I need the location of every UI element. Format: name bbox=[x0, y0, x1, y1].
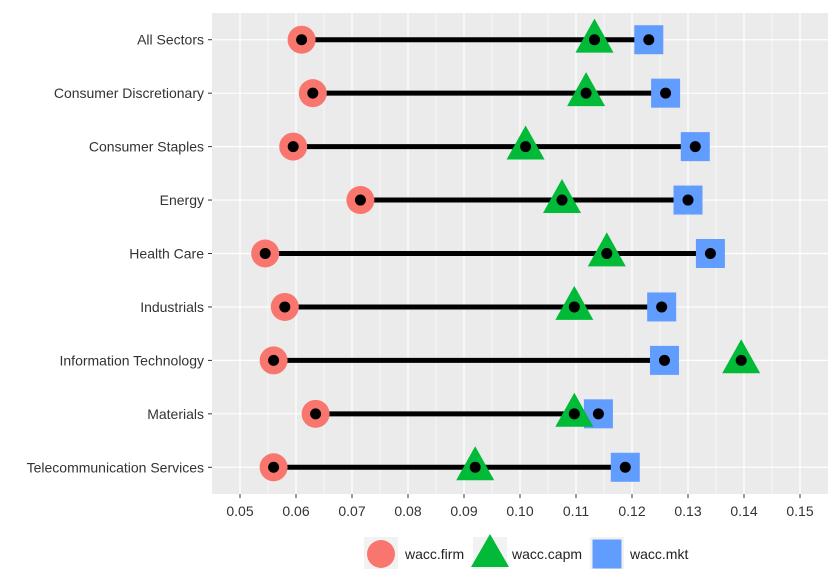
value-dot bbox=[268, 354, 280, 366]
legend-label: wacc.capm bbox=[511, 546, 582, 562]
chart-marks bbox=[251, 18, 761, 482]
x-tick-label: 0.08 bbox=[394, 503, 421, 519]
y-tick-label: Industrials bbox=[140, 299, 204, 315]
legend-key-square bbox=[592, 539, 622, 569]
value-dot bbox=[307, 87, 319, 99]
value-dot bbox=[658, 354, 670, 366]
y-tick-label: Telecommunication Services bbox=[27, 459, 204, 475]
value-dot bbox=[660, 87, 672, 99]
x-tick-label: 0.05 bbox=[226, 503, 253, 519]
value-dot bbox=[601, 248, 613, 259]
legend-label: wacc.firm bbox=[404, 546, 464, 562]
x-axis-labels: 0.05 0.06 0.07 0.08 0.09 0.10 0.11 0.12 0.13 0.14… bbox=[226, 494, 814, 519]
value-dot bbox=[279, 301, 291, 313]
value-dot bbox=[568, 301, 580, 313]
value-dot bbox=[682, 194, 694, 206]
value-dot bbox=[580, 87, 592, 99]
x-tick-label: 0.09 bbox=[450, 503, 477, 519]
y-tick-label: Consumer Staples bbox=[89, 139, 204, 155]
value-dot bbox=[259, 248, 271, 259]
x-tick-label: 0.10 bbox=[506, 503, 533, 519]
x-tick-label: 0.12 bbox=[618, 503, 645, 519]
x-tick-label: 0.07 bbox=[338, 503, 365, 519]
value-dot bbox=[592, 408, 604, 420]
x-tick-label: 0.15 bbox=[786, 503, 813, 519]
value-dot bbox=[588, 34, 600, 46]
y-axis-labels: All Sectors Consumer Discretionary Consume… bbox=[27, 32, 212, 475]
legend-key-circle bbox=[367, 540, 395, 568]
value-dot bbox=[556, 194, 568, 206]
y-tick-label: Energy bbox=[160, 192, 204, 208]
y-tick-label: Materials bbox=[147, 406, 204, 422]
legend-label: wacc.mkt bbox=[629, 546, 688, 562]
value-dot bbox=[520, 141, 532, 153]
value-dot bbox=[310, 408, 322, 420]
value-dot bbox=[469, 461, 481, 473]
value-dot bbox=[643, 34, 655, 46]
y-tick-label: Consumer Discretionary bbox=[54, 85, 204, 101]
y-tick-label: All Sectors bbox=[137, 32, 204, 48]
value-dot bbox=[268, 461, 280, 473]
value-dot bbox=[568, 408, 580, 420]
value-dot bbox=[354, 194, 366, 206]
y-tick-label: Health Care bbox=[129, 246, 204, 262]
x-tick-label: 0.11 bbox=[563, 503, 589, 519]
value-dot bbox=[656, 301, 668, 313]
x-tick-label: 0.06 bbox=[282, 503, 309, 519]
value-dot bbox=[287, 141, 299, 153]
x-tick-label: 0.14 bbox=[730, 503, 757, 519]
value-dot bbox=[704, 248, 716, 259]
value-dot bbox=[296, 34, 308, 46]
y-tick-label: Information Technology bbox=[60, 352, 205, 368]
legend-key-triangle bbox=[471, 534, 509, 567]
value-dot bbox=[689, 141, 701, 153]
value-dot bbox=[619, 461, 631, 473]
value-dot bbox=[735, 354, 747, 366]
x-tick-label: 0.13 bbox=[674, 503, 701, 519]
legend: wacc.firm wacc.capm wacc.mkt bbox=[364, 534, 688, 569]
